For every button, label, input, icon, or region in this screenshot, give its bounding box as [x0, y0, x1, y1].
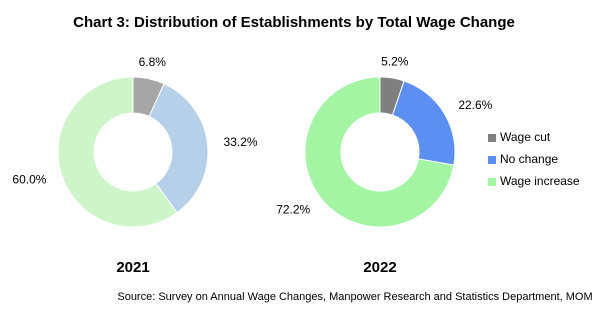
legend-swatch — [488, 178, 496, 186]
legend-label: No change — [500, 152, 558, 166]
donut-segment — [57, 76, 178, 228]
data-label: 60.0% — [12, 172, 46, 186]
chart-subtitle: 2021 — [116, 259, 149, 276]
data-label: 6.8% — [139, 55, 167, 69]
chart-title: Chart 3: Distribution of Establishments … — [73, 14, 515, 31]
legend-swatch — [488, 134, 496, 142]
donut-segment — [304, 76, 455, 228]
legend-label: Wage increase — [500, 174, 580, 188]
legend-swatch — [488, 156, 496, 164]
data-label: 5.2% — [381, 54, 409, 68]
data-label: 22.6% — [458, 98, 492, 112]
data-label: 72.2% — [276, 203, 310, 217]
chart-subtitle: 2022 — [363, 259, 396, 276]
legend-label: Wage cut — [500, 130, 551, 144]
data-label: 33.2% — [224, 135, 258, 149]
donut-segment — [148, 83, 209, 214]
source-note: Source: Survey on Annual Wage Changes, M… — [117, 291, 592, 303]
